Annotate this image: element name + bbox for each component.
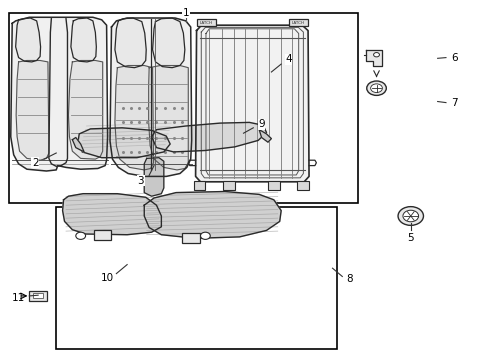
Bar <box>94 230 111 240</box>
Circle shape <box>76 232 85 239</box>
Bar <box>33 293 43 298</box>
Text: 1: 1 <box>182 8 189 18</box>
Bar <box>56 207 337 349</box>
Text: 6: 6 <box>450 53 457 63</box>
Circle shape <box>200 232 210 239</box>
Text: LATCH: LATCH <box>291 21 304 25</box>
Bar <box>196 19 216 26</box>
Text: 8: 8 <box>346 274 352 284</box>
Bar <box>193 181 205 190</box>
Polygon shape <box>151 122 266 152</box>
Polygon shape <box>78 128 170 158</box>
Circle shape <box>370 84 382 93</box>
Polygon shape <box>144 192 281 238</box>
Polygon shape <box>71 18 96 62</box>
Text: 4: 4 <box>285 54 291 64</box>
Text: 2: 2 <box>32 158 39 168</box>
Bar <box>297 181 308 190</box>
Bar <box>223 181 234 190</box>
Polygon shape <box>68 60 102 159</box>
Bar <box>9 13 358 203</box>
Bar <box>288 19 307 26</box>
Circle shape <box>366 81 386 95</box>
Polygon shape <box>152 18 184 68</box>
Polygon shape <box>148 66 188 170</box>
Polygon shape <box>62 194 161 235</box>
Polygon shape <box>365 50 382 66</box>
Text: LATCH: LATCH <box>200 21 212 25</box>
Polygon shape <box>115 18 146 68</box>
Bar <box>267 181 279 190</box>
Polygon shape <box>195 25 308 182</box>
Polygon shape <box>11 17 107 171</box>
Polygon shape <box>16 18 41 62</box>
Polygon shape <box>16 60 49 160</box>
Circle shape <box>402 210 418 222</box>
Text: 3: 3 <box>137 176 144 186</box>
Polygon shape <box>110 18 191 176</box>
Polygon shape <box>72 138 84 152</box>
Text: 11: 11 <box>12 293 25 303</box>
Text: 7: 7 <box>450 98 457 108</box>
Polygon shape <box>144 158 163 196</box>
Text: 9: 9 <box>258 119 264 129</box>
Text: 5: 5 <box>407 233 413 243</box>
Circle shape <box>373 53 379 57</box>
Circle shape <box>397 207 423 225</box>
Bar <box>29 291 47 301</box>
Bar <box>182 233 199 243</box>
Polygon shape <box>259 130 271 142</box>
Text: 10: 10 <box>101 273 114 283</box>
Polygon shape <box>115 66 153 170</box>
